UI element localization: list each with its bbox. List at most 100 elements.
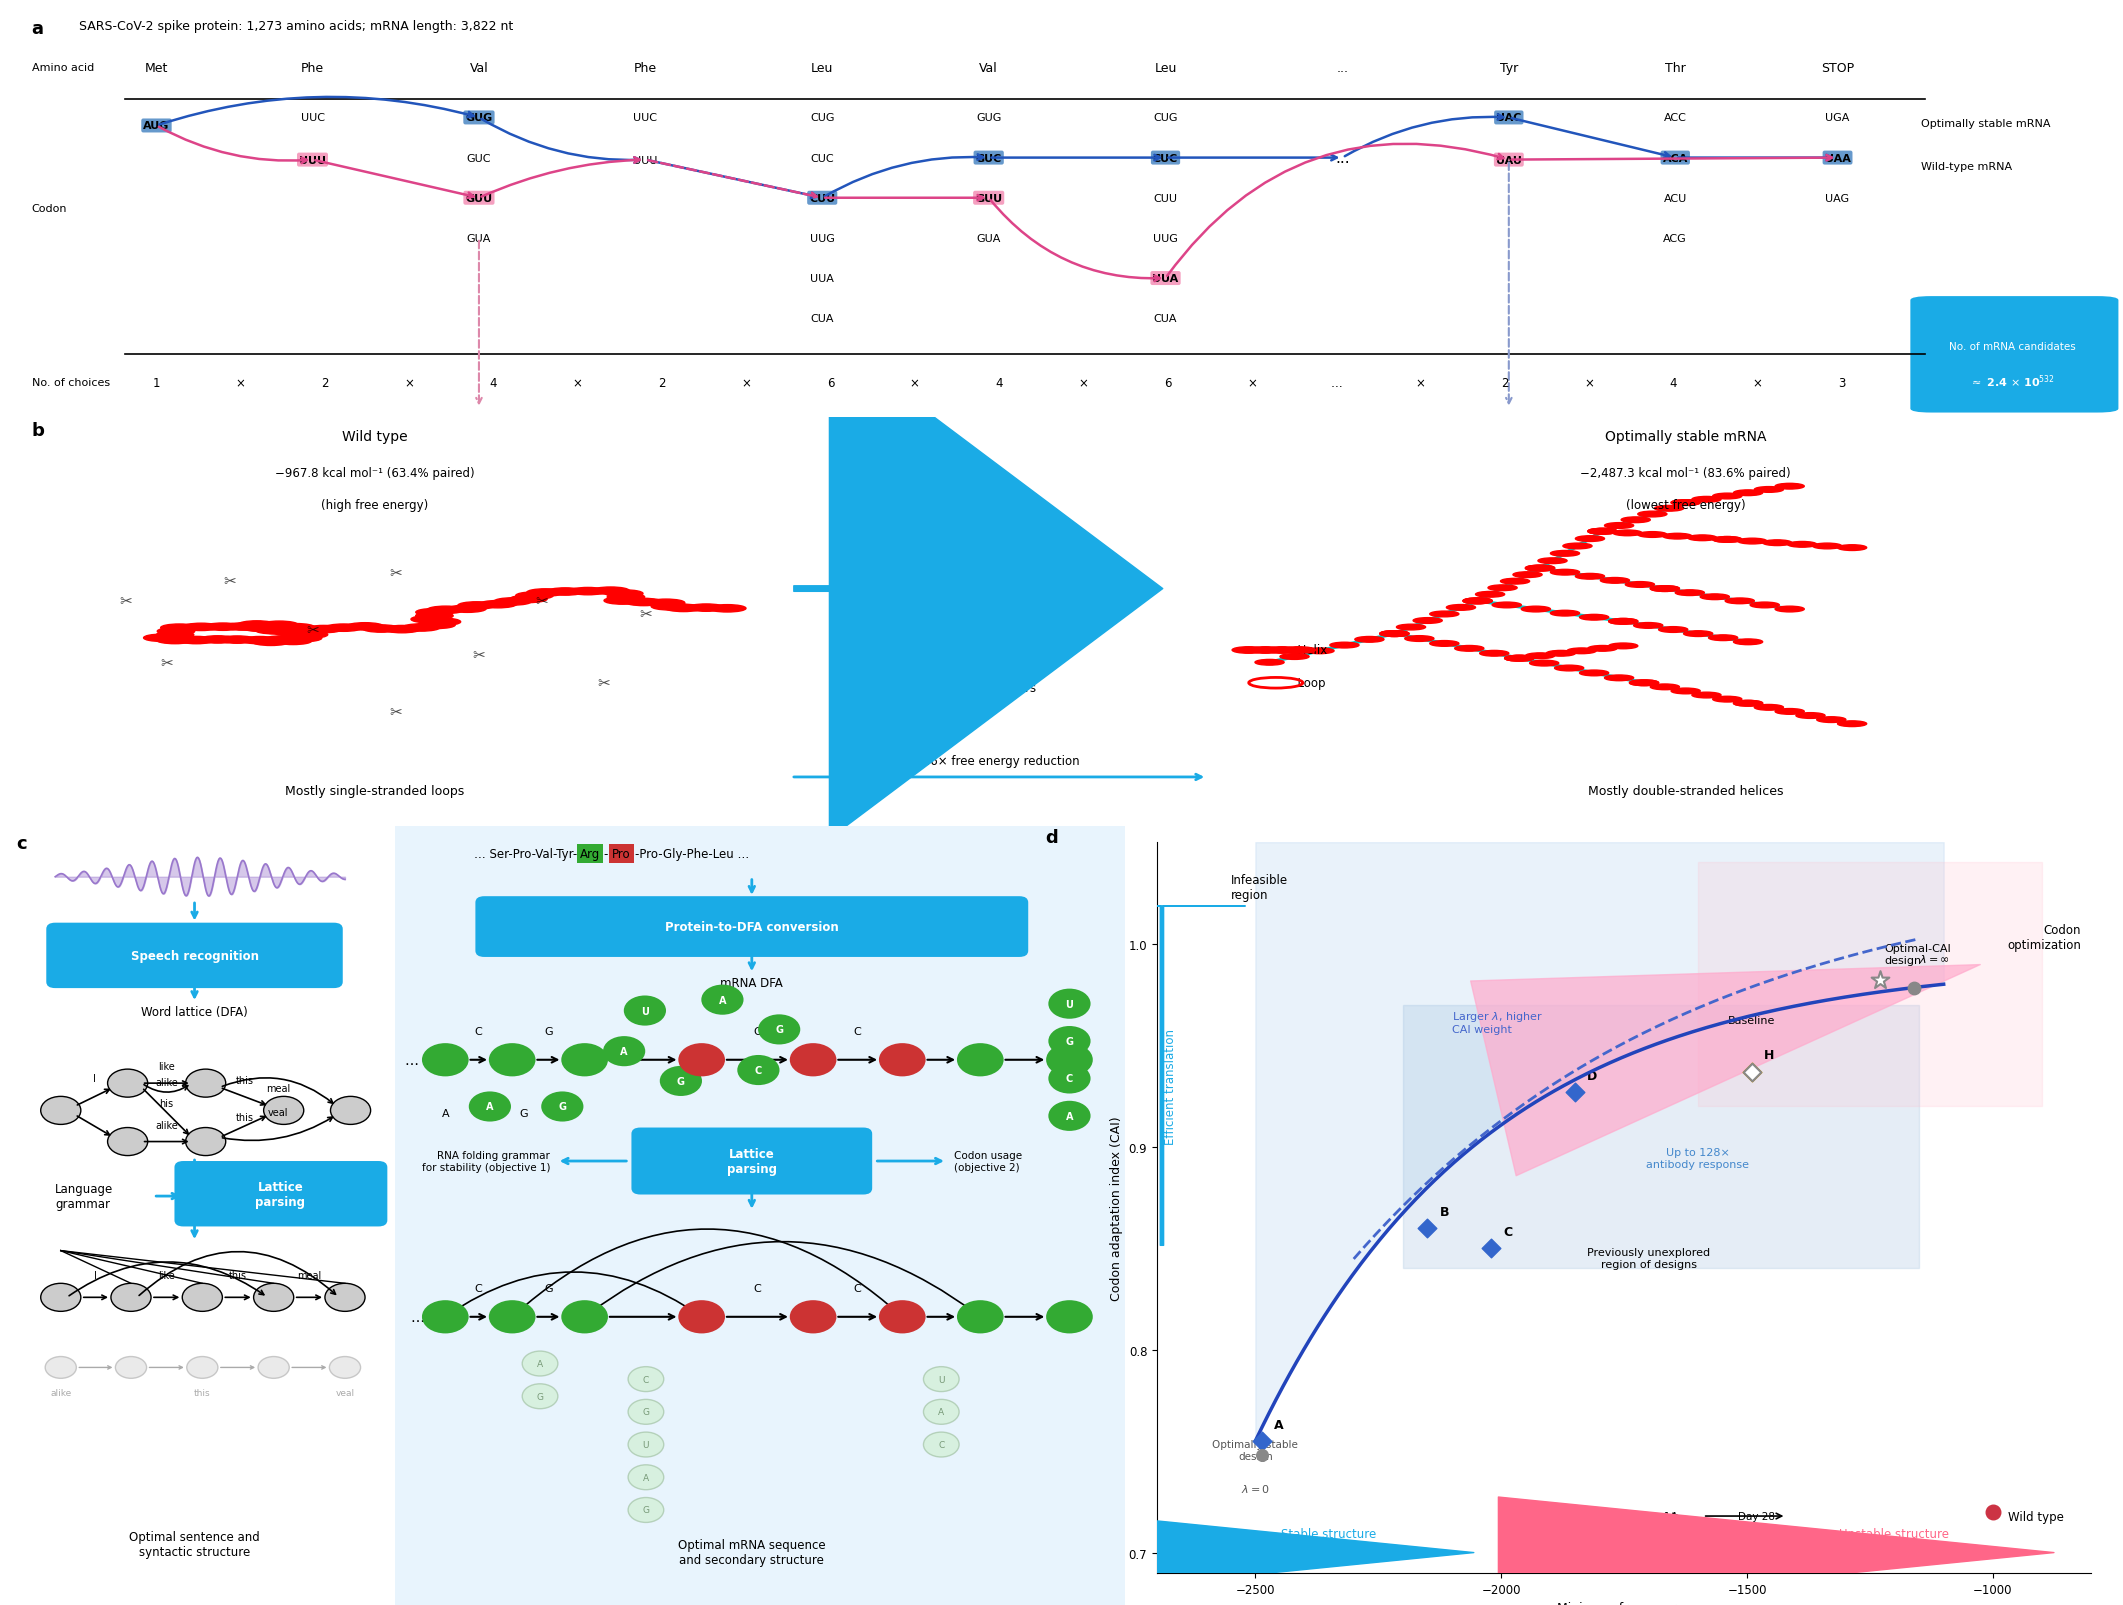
Circle shape — [605, 591, 643, 597]
Circle shape — [282, 626, 321, 634]
Circle shape — [1529, 661, 1558, 666]
Text: CUG: CUG — [1153, 114, 1178, 124]
Circle shape — [1737, 539, 1766, 544]
Text: Optimal mRNA sequence
and secondary structure: Optimal mRNA sequence and secondary stru… — [677, 1538, 826, 1566]
Text: CUU: CUU — [809, 194, 834, 204]
Circle shape — [1550, 570, 1580, 576]
Text: like: like — [159, 1063, 174, 1072]
Y-axis label: Codon adaptation index (CAI): Codon adaptation index (CAI) — [1110, 1115, 1123, 1300]
Circle shape — [1588, 530, 1618, 534]
Circle shape — [703, 985, 743, 1014]
Circle shape — [422, 1302, 467, 1332]
Text: C: C — [476, 1284, 482, 1294]
Text: A: A — [1274, 1417, 1284, 1432]
Circle shape — [592, 587, 628, 595]
Circle shape — [253, 639, 289, 647]
Text: b: b — [32, 422, 45, 440]
Circle shape — [185, 1128, 225, 1156]
Circle shape — [1480, 652, 1509, 656]
Circle shape — [1671, 501, 1701, 506]
Text: Phe: Phe — [301, 61, 325, 75]
Circle shape — [278, 624, 314, 631]
Text: Val: Val — [469, 61, 488, 75]
Text: meal: meal — [265, 1083, 291, 1093]
Text: G: G — [677, 1077, 686, 1087]
Circle shape — [605, 1037, 643, 1066]
Circle shape — [569, 587, 607, 595]
Text: Optimal-CAI
design: Optimal-CAI design — [1885, 944, 1951, 965]
Circle shape — [1405, 636, 1433, 642]
Circle shape — [1658, 628, 1688, 632]
Circle shape — [679, 1045, 724, 1075]
Text: GUU: GUU — [465, 194, 493, 204]
Circle shape — [1522, 607, 1550, 613]
Circle shape — [1609, 620, 1637, 624]
Text: G: G — [643, 1505, 650, 1515]
Circle shape — [1580, 615, 1609, 621]
Text: -Pro-Gly-Phe-Leu …: -Pro-Gly-Phe-Leu … — [635, 847, 749, 860]
Text: GUC: GUC — [977, 154, 1002, 164]
Circle shape — [1429, 612, 1459, 618]
Text: C: C — [853, 1284, 862, 1294]
Circle shape — [1630, 681, 1658, 687]
Text: ✂: ✂ — [306, 623, 318, 637]
Text: ✂: ✂ — [389, 565, 401, 581]
Point — [1244, 1428, 1278, 1454]
Text: ✂: ✂ — [473, 647, 486, 663]
Circle shape — [1671, 689, 1701, 695]
Circle shape — [1654, 506, 1684, 512]
Text: Arg: Arg — [580, 847, 601, 860]
Circle shape — [605, 597, 641, 605]
Circle shape — [1605, 676, 1635, 681]
Text: C: C — [853, 1027, 862, 1037]
Text: 4: 4 — [1669, 377, 1677, 390]
Circle shape — [384, 626, 420, 634]
Circle shape — [284, 636, 323, 642]
Circle shape — [108, 1069, 149, 1098]
Text: UAU: UAU — [1497, 156, 1522, 165]
Text: Day 14: Day 14 — [1639, 1510, 1677, 1522]
Circle shape — [1526, 567, 1554, 571]
Circle shape — [1713, 697, 1741, 703]
Circle shape — [1622, 517, 1650, 523]
Circle shape — [1813, 544, 1841, 549]
Text: C: C — [1066, 1074, 1072, 1083]
Circle shape — [628, 1400, 664, 1424]
Text: UUC: UUC — [633, 114, 658, 124]
Text: G: G — [643, 1408, 650, 1417]
Text: 6: 6 — [826, 377, 834, 390]
Text: UUC: UUC — [301, 114, 325, 124]
Text: ✂: ✂ — [639, 607, 652, 621]
Circle shape — [1788, 542, 1817, 547]
Circle shape — [790, 1045, 836, 1075]
Circle shape — [363, 626, 399, 632]
Text: … Ser-Pro-Val-Tyr-: … Ser-Pro-Val-Tyr- — [473, 847, 577, 860]
Point — [1734, 1059, 1768, 1085]
Circle shape — [274, 637, 312, 645]
Circle shape — [1609, 620, 1637, 624]
Circle shape — [469, 1093, 510, 1120]
Circle shape — [1775, 607, 1805, 613]
Text: D: D — [1588, 1069, 1596, 1082]
Text: Lattice
parsing: Lattice parsing — [726, 1148, 777, 1175]
Text: ✂: ✂ — [223, 573, 236, 589]
Circle shape — [1709, 636, 1737, 640]
Text: I: I — [93, 1271, 98, 1281]
Circle shape — [1446, 605, 1475, 612]
Text: C: C — [476, 1027, 482, 1037]
Circle shape — [660, 1067, 701, 1095]
Circle shape — [331, 1096, 372, 1125]
Circle shape — [418, 621, 454, 629]
Circle shape — [1609, 644, 1637, 650]
Point — [1862, 968, 1896, 993]
Text: C: C — [754, 1027, 762, 1037]
Text: GUC: GUC — [467, 154, 490, 164]
Text: veal: veal — [267, 1107, 289, 1117]
Text: ...: ... — [1335, 61, 1348, 75]
Circle shape — [1734, 701, 1762, 706]
Text: CUA: CUA — [811, 315, 834, 324]
Text: his: his — [159, 1099, 174, 1109]
Circle shape — [244, 624, 282, 632]
Circle shape — [1248, 647, 1282, 653]
Text: ✂: ✂ — [161, 655, 174, 671]
